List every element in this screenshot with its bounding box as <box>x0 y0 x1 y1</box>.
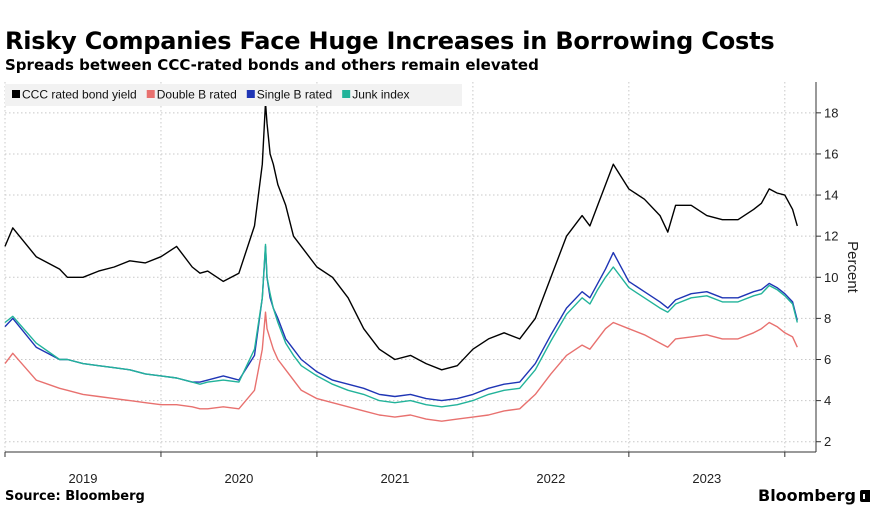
y-tick-label: 14 <box>824 188 838 203</box>
x-tick-label: 2022 <box>536 471 565 486</box>
legend-label: Junk index <box>352 88 409 102</box>
series-line <box>4 311 798 422</box>
chart-legend: CCC rated bond yield Double B rated Single… <box>12 88 410 102</box>
legend-swatch <box>146 90 155 98</box>
chart-plot-background <box>5 82 816 452</box>
legend-swatch <box>342 90 351 98</box>
y-tick-label: 6 <box>824 352 831 367</box>
y-tick-label: 12 <box>824 229 838 244</box>
x-tick-label: 2023 <box>692 471 721 486</box>
y-tick-label: 10 <box>824 270 838 285</box>
y-axis-label: Percent <box>844 241 861 294</box>
series-line <box>4 243 798 408</box>
page-subtitle: Spreads between CCC-rated bonds and othe… <box>5 56 539 74</box>
brand-name: Bloomberg <box>758 486 856 505</box>
x-tick-label: 2019 <box>69 471 98 486</box>
chart-axes: 2 4 6 8 10 12 14 16 18 2019 2020 2021 2022 2023 Percen… <box>4 82 861 486</box>
y-tick-label: 8 <box>824 311 831 326</box>
legend-label: Double B rated <box>157 88 237 102</box>
legend-label: Single B rated <box>257 88 332 102</box>
legend-swatch <box>12 90 20 98</box>
legend-label: CCC rated bond yield <box>22 88 137 102</box>
chart-series-group <box>4 101 798 422</box>
bloomberg-terminal-icon <box>859 489 870 502</box>
series-line <box>4 101 798 371</box>
page-title: Risky Companies Face Huge Increases in B… <box>5 27 775 55</box>
x-tick-label: 2021 <box>380 471 409 486</box>
source-note: Source: Bloomberg <box>5 489 145 504</box>
legend-swatch <box>246 90 255 98</box>
y-tick-label: 2 <box>824 434 831 449</box>
y-tick-label: 16 <box>824 146 838 161</box>
x-tick-label: 2020 <box>224 471 253 486</box>
y-tick-label: 4 <box>824 393 831 408</box>
brand-logo: Bloomberg <box>758 486 870 505</box>
legend-background <box>5 84 462 106</box>
y-tick-label: 18 <box>824 105 838 120</box>
